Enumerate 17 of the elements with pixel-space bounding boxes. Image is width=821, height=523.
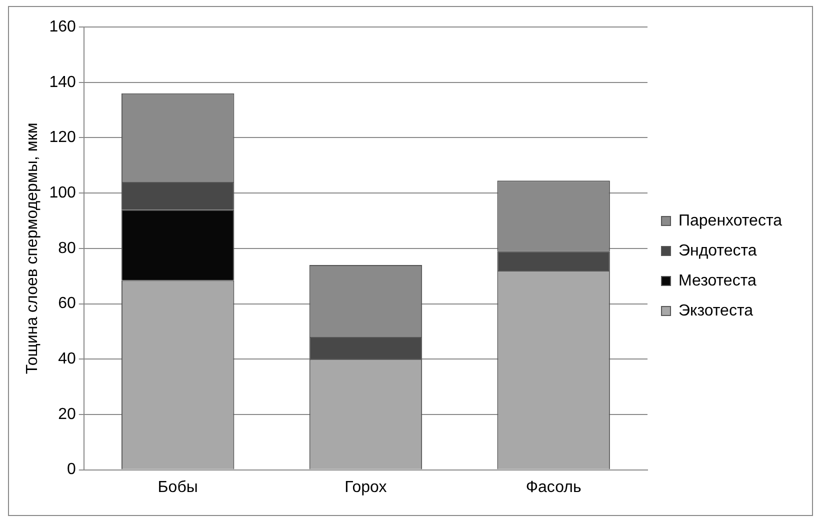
y-tick-label: 160 <box>49 18 76 36</box>
y-tick-label: 80 <box>58 240 76 257</box>
x-tick-label: Горох <box>344 478 387 496</box>
y-tick-label: 120 <box>49 129 76 146</box>
x-tick-label: Бобы <box>158 478 198 496</box>
legend-label: Мезотеста <box>678 272 756 290</box>
y-tick-label: 40 <box>58 350 76 368</box>
legend-label: Эндотеста <box>678 242 757 260</box>
x-tick-label: Фасоль <box>526 478 582 496</box>
legend-label: Паренхотеста <box>678 212 782 230</box>
y-axis-title: Тощина слоев спермодермы, мкм <box>24 122 42 374</box>
y-tick-label: 140 <box>49 74 76 91</box>
legend-label: Экзотеста <box>678 302 754 320</box>
y-tick-label: 100 <box>49 184 76 202</box>
y-tick-label: 0 <box>66 461 76 478</box>
y-tick-label: 60 <box>58 295 76 312</box>
y-tick-label: 20 <box>58 406 76 423</box>
